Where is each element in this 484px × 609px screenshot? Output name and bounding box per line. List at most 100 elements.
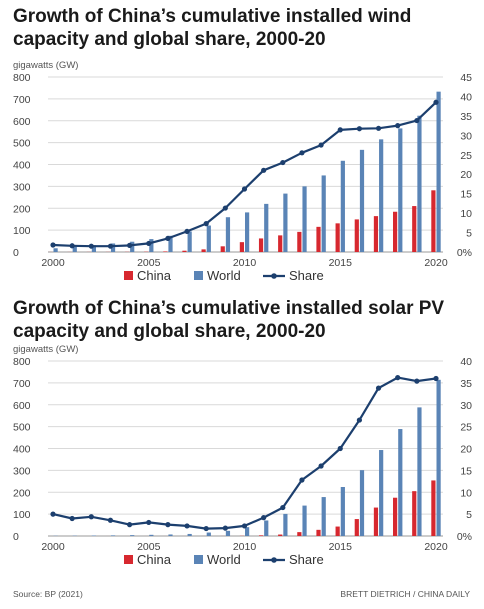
solar-world-bar bbox=[379, 450, 384, 536]
wind-share-point bbox=[375, 125, 382, 131]
wind-china-bar bbox=[258, 238, 264, 252]
solar-y2-tick-label: 5 bbox=[466, 509, 472, 521]
solar-share-line bbox=[52, 376, 437, 530]
wind-world-bar bbox=[130, 241, 135, 252]
chart-2-unit-label: gigawatts (GW) bbox=[13, 344, 79, 355]
wind-china-bar bbox=[393, 211, 398, 252]
solar-share-point bbox=[107, 517, 114, 523]
solar-world-bar bbox=[283, 513, 288, 536]
solar-share-point bbox=[88, 514, 94, 520]
wind-share-point bbox=[146, 240, 152, 247]
wind-china-bar bbox=[297, 231, 302, 252]
wind-world-bar bbox=[417, 115, 422, 252]
solar-y2-tick-label: 0% bbox=[457, 531, 472, 543]
wind-y2-tick-label: 30 bbox=[460, 130, 472, 142]
solar-x-tick-label: 2000 bbox=[41, 541, 65, 553]
solar-world-bar bbox=[302, 505, 307, 536]
solar-share-point bbox=[146, 519, 152, 526]
solar-y-tick-label: 700 bbox=[13, 378, 31, 390]
chart-1-title: Growth of China’s cumulative installed w… bbox=[13, 6, 412, 50]
solar-legend-share-marker bbox=[271, 557, 277, 563]
wind-share-point bbox=[203, 221, 209, 227]
solar-world-bar bbox=[417, 407, 422, 536]
solar-share-point bbox=[69, 515, 75, 522]
solar-share-point bbox=[241, 523, 248, 529]
wind-x-tick-label: 2015 bbox=[329, 257, 353, 269]
solar-world-bar bbox=[130, 535, 135, 536]
wind-china-bar bbox=[412, 206, 417, 252]
wind-world-bar bbox=[340, 160, 345, 252]
wind-y-tick-label: 300 bbox=[13, 181, 31, 193]
solar-china-bar bbox=[258, 535, 264, 536]
wind-share-point bbox=[50, 242, 56, 248]
wind-share-point bbox=[184, 228, 190, 234]
solar-china-bar bbox=[297, 532, 302, 536]
solar-share-point bbox=[280, 504, 286, 511]
wind-world-bar bbox=[398, 128, 403, 252]
wind-share-point bbox=[395, 123, 401, 129]
wind-world-bar bbox=[283, 193, 288, 252]
solar-y2-tick-label: 40 bbox=[460, 356, 472, 368]
solar-china-bar bbox=[354, 519, 359, 536]
solar-china-bar bbox=[393, 497, 398, 536]
wind-world-bar bbox=[72, 246, 77, 252]
wind-world-bar bbox=[436, 91, 441, 252]
solar-china-bar bbox=[373, 507, 379, 536]
chart-2-title: Growth of China’s cumulative installed s… bbox=[13, 298, 445, 342]
wind-y-tick-label: 0 bbox=[13, 247, 19, 259]
wind-y2-tick-label: 15 bbox=[460, 189, 472, 201]
solar-world-bar bbox=[340, 487, 345, 536]
solar-y2-tick-label: 30 bbox=[460, 400, 472, 412]
wind-world-bar bbox=[187, 231, 192, 252]
solar-y-tick-label: 300 bbox=[13, 465, 31, 477]
wind-share-point bbox=[69, 243, 75, 249]
solar-y2-tick-label: 15 bbox=[460, 465, 472, 477]
solar-world-bar bbox=[206, 532, 211, 536]
solar-world-bar bbox=[264, 520, 269, 536]
solar-x-tick-label: 2005 bbox=[137, 541, 161, 553]
wind-share-point bbox=[127, 242, 133, 248]
wind-world-bar bbox=[53, 248, 58, 252]
wind-world-bar bbox=[379, 139, 384, 252]
wind-china-bar bbox=[163, 251, 168, 252]
wind-china-bar bbox=[335, 223, 340, 252]
solar-share-point bbox=[375, 385, 382, 391]
wind-china-bar bbox=[431, 190, 436, 252]
solar-share-point bbox=[127, 522, 133, 528]
wind-share-point bbox=[261, 167, 267, 173]
wind-y-tick-label: 500 bbox=[13, 138, 31, 150]
wind-world-bar bbox=[302, 186, 307, 252]
wind-x-tick-label: 2010 bbox=[233, 257, 257, 269]
wind-world-bar bbox=[206, 225, 211, 252]
wind-china-bar bbox=[182, 250, 187, 252]
solar-y-tick-label: 800 bbox=[13, 356, 31, 368]
wind-world-bar bbox=[359, 149, 365, 252]
solar-world-bar bbox=[187, 533, 192, 536]
solar-x-tick-label: 2010 bbox=[233, 541, 257, 553]
wind-y-tick-label: 100 bbox=[13, 225, 31, 237]
wind-china-bar bbox=[239, 242, 244, 252]
wind-world-bar bbox=[168, 235, 173, 252]
wind-share-point bbox=[299, 150, 305, 156]
chart-1-unit-label: gigawatts (GW) bbox=[13, 60, 79, 71]
wind-y2-tick-label: 45 bbox=[460, 72, 472, 84]
solar-x-tick-label: 2015 bbox=[329, 541, 353, 553]
wind-y2-tick-label: 5 bbox=[466, 228, 472, 240]
wind-y-tick-label: 400 bbox=[13, 160, 31, 172]
wind-y2-tick-label: 40 bbox=[460, 91, 472, 103]
wind-y-tick-label: 600 bbox=[13, 116, 31, 128]
solar-world-bar bbox=[168, 534, 173, 536]
wind-share-point bbox=[414, 117, 420, 124]
wind-china-bar bbox=[373, 216, 379, 252]
wind-legend-world-swatch bbox=[194, 271, 203, 280]
wind-capacity-chart: 0 100 200 300 400 500 600 700 800 0% 5 10 15 20 25 30 35… bbox=[13, 72, 472, 283]
wind-world-bar bbox=[110, 243, 116, 252]
solar-legend-share-label: Share bbox=[289, 552, 324, 567]
solar-china-bar bbox=[316, 529, 321, 536]
solar-china-bar bbox=[431, 480, 436, 536]
solar-world-bar bbox=[225, 530, 231, 536]
wind-share-point bbox=[107, 243, 114, 249]
wind-legend-china-label: China bbox=[137, 268, 172, 283]
solar-y2-tick-label: 10 bbox=[460, 487, 472, 499]
solar-share-point bbox=[261, 515, 267, 521]
